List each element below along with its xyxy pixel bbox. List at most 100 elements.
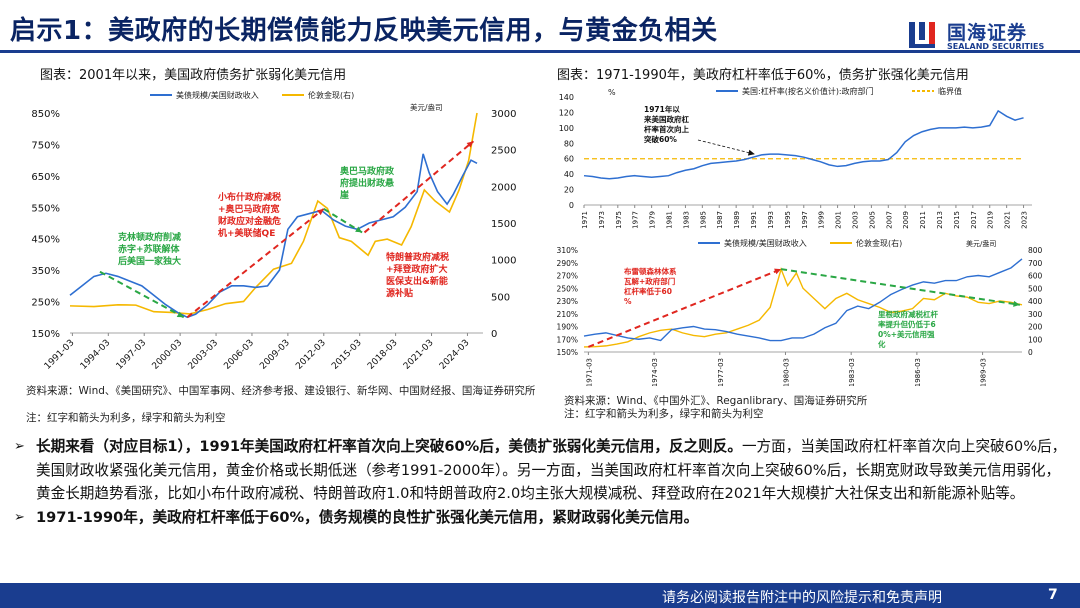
right-axis-tick-label: 700	[1028, 259, 1043, 268]
left-axis-unit: %	[608, 88, 616, 97]
annotation-bretton-woods: 布雷顿森林体系瓦解+政府部门杠杆率低于60%	[624, 266, 677, 306]
debt-gold-chart-1971: 美债规模/美国财政收入 伦敦金现(右) 美元/盎司 150% 170% 190% 210% 2…	[557, 238, 1043, 386]
x-axis-tick-label: 1989	[733, 211, 741, 229]
x-axis-tick-label: 2012-03	[294, 338, 328, 372]
left-axis-tick-label: 150%	[557, 348, 578, 357]
right-axis-unit: 美元/盎司	[410, 102, 443, 112]
left-axis-tick-label: 750%	[31, 140, 60, 151]
x-axis-tick-label: 2000-03	[151, 338, 185, 372]
right-axis-tick-label: 3000	[491, 109, 516, 120]
x-axis-tick-label: 1971	[581, 211, 589, 229]
x-axis-tick-label: 2007	[885, 211, 893, 229]
right-axis-tick-label: 500	[491, 292, 510, 303]
x-axis-tick-label: 2024-03	[438, 338, 472, 372]
x-axis-tick-label: 1981	[666, 211, 674, 229]
x-axis-tick-label: 1973	[598, 211, 606, 229]
right-axis-tick-label: 300	[1028, 310, 1043, 319]
bush-obama-red-arrow	[186, 208, 325, 319]
x-axis-tick-label: 2005	[868, 211, 876, 229]
footer-disclaimer: 请务必阅读报告附注中的风险提示和免责声明	[662, 590, 942, 606]
right-axis-tick-label: 200	[1028, 323, 1043, 332]
x-axis-tick-label: 1983-03	[848, 358, 856, 386]
annotation-trump-biden: 特朗普政府减税+拜登政府扩大医保支出&新能源补贴	[386, 251, 449, 299]
legend-label: 伦敦金现(右)	[308, 90, 354, 100]
left-chart-caption: 图表：2001年以来，美国政府债务扩张弱化美元信用	[40, 68, 347, 83]
x-axis-tick-label: 2009	[902, 211, 910, 229]
legend-label: 美债规模/美国财政收入	[724, 238, 807, 248]
fiscal-cliff-green-arrow	[323, 208, 363, 234]
left-axis-tick-label: 250%	[557, 284, 578, 293]
reagan-green-arrow	[780, 268, 1020, 306]
left-axis-tick-label: 150%	[31, 329, 60, 340]
left-axis-tick-label: 120	[559, 108, 574, 117]
x-axis-tick-label: 2023	[1021, 211, 1029, 229]
left-axis-tick-label: 20	[564, 186, 574, 195]
reagan-green-arrow-head	[1013, 300, 1020, 307]
left-axis-tick-label: 270%	[557, 272, 578, 281]
left-axis-tick-label: 0	[569, 201, 574, 210]
x-axis-tick-label: 1989-03	[980, 358, 988, 386]
right-note: 注：红字和箭头为利多，绿字和箭头为利空	[564, 408, 764, 420]
x-axis-tick-label: 1985	[699, 211, 707, 229]
x-axis-tick-label: 1977	[632, 211, 640, 229]
bullet-1-bold: 长期来看（对应目标1），1991年美国政府杠杆率首次向上突破60%后，美债扩张弱…	[36, 438, 742, 455]
annotation-reagan: 里根政府减税杠杆率提升但仍低于6 0%+美元信用强化	[878, 309, 938, 349]
leverage-line	[583, 109, 1024, 180]
bullet-point-1: ➢ 长期来看（对应目标1），1991年美国政府杠杆率首次向上突破60%后，美债扩…	[14, 435, 1070, 506]
gold-price-line	[69, 112, 478, 315]
clinton-green-arrow-head	[176, 311, 184, 318]
x-axis-tick-label: 1991-03	[43, 338, 77, 372]
left-axis-tick-label: 250%	[31, 298, 60, 309]
legend-label: 临界值	[938, 86, 962, 96]
x-axis-tick-label: 1983	[682, 211, 690, 229]
bullet-arrow-icon: ➢	[14, 439, 25, 454]
footer-bar: 请务必阅读报告附注中的风险提示和免责声明 7	[0, 583, 1080, 608]
sealand-logo-icon	[909, 22, 935, 48]
company-logo: 国海证券 SEALAND SECURITIES	[905, 16, 1065, 56]
x-axis-tick-label: 2006-03	[222, 338, 256, 372]
left-axis-tick-label: 550%	[31, 203, 60, 214]
page-title: 启示1：美政府的长期偿债能力反映美元信用，与黄金负相关	[10, 16, 718, 46]
x-axis-tick-label: 2015	[953, 211, 961, 229]
bush-obama-red-arrow-head	[316, 208, 324, 216]
annotation-clinton: 克林顿政府削减赤字+苏联解体后美国一家独大	[118, 231, 181, 267]
right-axis-tick-label: 1000	[491, 256, 516, 267]
right-axis-tick-label: 0	[1028, 348, 1033, 357]
left-note: 注：红字和箭头为利多，绿字和箭头为利空	[26, 412, 226, 424]
x-axis-tick-label: 1997-03	[115, 338, 149, 372]
right-axis-tick-label: 400	[1028, 297, 1043, 306]
left-axis-tick-label: 210%	[557, 310, 578, 319]
bullet-2-bold: 1971-1990年，美政府杠杆率低于60%，债务规模的良性扩张强化美元信用，紧…	[36, 508, 699, 526]
trump-biden-red-arrow-head	[466, 141, 474, 148]
right-axis-tick-label: 2000	[491, 182, 516, 193]
title-divider	[0, 50, 1080, 53]
right-axis-tick-label: 600	[1028, 272, 1043, 281]
x-axis-tick-label: 1991	[750, 211, 758, 229]
annotation-fiscal-cliff: 奥巴马政府政府提出财政悬崖	[339, 165, 395, 201]
left-axis-tick-label: 80	[564, 139, 574, 148]
x-axis-tick-label: 2021	[1004, 211, 1012, 229]
left-axis-tick-label: 140	[559, 93, 574, 102]
x-axis-tick-label: 2009-03	[258, 338, 292, 372]
logo-name-en: SEALAND SECURITIES	[947, 42, 1045, 51]
right-chart-caption: 图表：1971-1990年，美政府杠杆率低于60%，债务扩张强化美元信用	[557, 68, 969, 83]
annotation-pointer-head	[747, 149, 755, 156]
left-source: 资料来源：Wind、《美国研究》、中国军事网、经济参考报、建设银行、新华网、中国…	[26, 385, 536, 397]
x-axis-tick-label: 1997	[801, 211, 809, 229]
right-axis-tick-label: 800	[1028, 246, 1043, 255]
key-points: ➢ 长期来看（对应目标1），1991年美国政府杠杆率首次向上突破60%后，美债扩…	[14, 435, 1070, 529]
x-axis-tick-label: 1974-03	[651, 358, 659, 386]
x-axis-tick-label: 1977-03	[717, 358, 725, 386]
x-axis-tick-label: 1993	[767, 211, 775, 229]
clinton-green-arrow	[99, 270, 185, 319]
fiscal-cliff-green-arrow-head	[355, 226, 363, 233]
right-axis-tick-label: 1500	[491, 219, 516, 230]
x-axis-tick-label: 2017	[970, 211, 978, 229]
x-axis-tick-label: 2011	[919, 211, 927, 229]
annotation-breakthrough: 1971年以来美国政府杠杆率首次向上突破60%	[643, 104, 689, 144]
left-axis-tick-label: 190%	[557, 323, 578, 332]
left-axis-tick-label: 170%	[557, 335, 578, 344]
legend-label: 美国:杠杆率(按名义价值计):政府部门	[742, 86, 874, 96]
legend-label: 伦敦金现(右)	[856, 238, 902, 248]
x-axis-tick-label: 2003-03	[187, 338, 221, 372]
